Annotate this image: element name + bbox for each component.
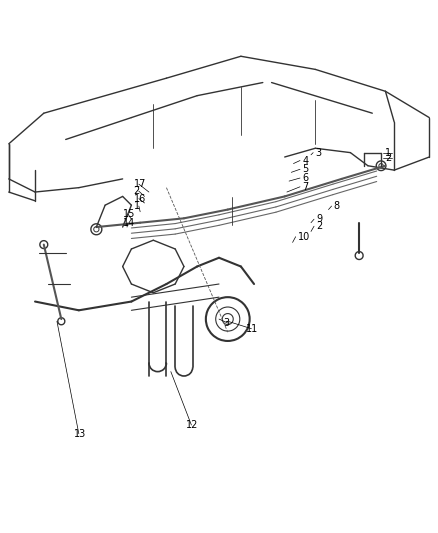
Text: 4: 4 [302, 156, 308, 166]
Text: 5: 5 [302, 164, 308, 174]
Text: 10: 10 [298, 232, 310, 242]
Text: 2: 2 [134, 186, 140, 196]
Text: 12: 12 [186, 420, 198, 430]
Text: 1: 1 [385, 148, 392, 158]
Text: 1: 1 [134, 201, 140, 211]
Text: 15: 15 [123, 209, 135, 219]
Text: 8: 8 [334, 201, 340, 211]
Text: 6: 6 [302, 173, 308, 183]
Text: 3: 3 [223, 318, 230, 328]
Text: 9: 9 [316, 214, 322, 224]
Text: 7: 7 [302, 182, 308, 192]
Text: 14: 14 [123, 217, 135, 228]
Text: 16: 16 [134, 193, 146, 204]
Text: 11: 11 [246, 324, 258, 334]
Text: 3: 3 [315, 148, 321, 158]
Text: 17: 17 [134, 179, 146, 189]
Text: 13: 13 [74, 429, 86, 439]
Text: 2: 2 [385, 153, 392, 163]
Text: 2: 2 [316, 221, 322, 231]
